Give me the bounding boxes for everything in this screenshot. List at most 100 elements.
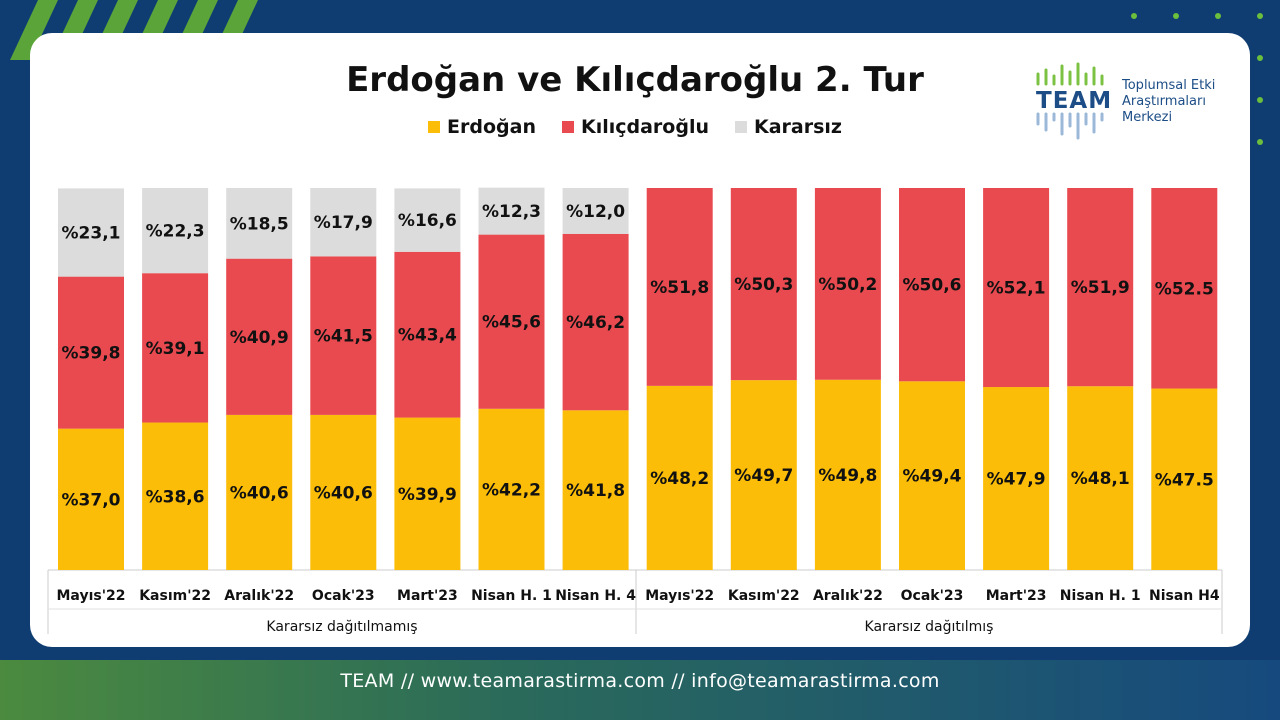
x-tick-label-g2-3: Aralık'22: [813, 588, 883, 604]
x-tick-label-g1-7: Nisan H. 4: [555, 588, 636, 604]
bar-erdogan-g1-4: [310, 414, 377, 570]
chart-title: Erdoğan ve Kılıçdaroğlu 2. Tur: [346, 60, 924, 100]
data-label-kilicdaroglu-g1-5: %43,4: [398, 326, 457, 346]
data-label-erdogan-g2-6: %48,1: [1071, 469, 1130, 489]
data-label-kilicdaroglu-g2-3: %50,2: [818, 275, 877, 295]
background-dots-decoration: [1131, 13, 1263, 145]
data-label-kararsiz-g1-6: %12,3: [482, 202, 541, 222]
legend-label-kararsiz: Kararsız: [753, 116, 842, 138]
group-label-2: Kararsız dağıtılmış: [865, 619, 994, 635]
bar-kilicdaroglu-g1-4: [310, 256, 377, 415]
group-label-1: Kararsız dağıtılmamış: [266, 619, 417, 635]
bar-kilicdaroglu-g1-6: [478, 234, 545, 409]
data-label-erdogan-g1-1: %37,0: [62, 490, 121, 510]
bar-kilicdaroglu-g2-1: [646, 188, 713, 386]
data-label-erdogan-g1-4: %40,6: [314, 483, 373, 503]
bar-erdogan-g2-7: [1151, 388, 1218, 570]
bar-kilicdaroglu-g2-7: [1151, 188, 1218, 389]
bar-kilicdaroglu-g2-2: [730, 188, 797, 381]
bar-erdogan-g1-5: [394, 417, 461, 570]
data-label-erdogan-g2-5: %47,9: [987, 470, 1046, 490]
bar-erdogan-g2-3: [814, 379, 881, 570]
logo-line-1: Toplumsal Etki: [1122, 78, 1216, 93]
legend-label-kilicdaroglu: Kılıçdaroğlu: [580, 116, 709, 138]
data-label-kararsiz-g1-3: %18,5: [230, 214, 289, 234]
bar-erdogan-g2-6: [1067, 386, 1134, 570]
x-tick-label-g2-2: Kasım'22: [728, 588, 800, 604]
bar-kararsiz-g1-2: [142, 188, 209, 274]
team-logo-icon: [1036, 62, 1104, 140]
data-label-kararsiz-g1-1: %23,1: [62, 224, 121, 244]
data-label-kilicdaroglu-g2-5: %52,1: [987, 279, 1046, 299]
bar-erdogan-g1-3: [226, 414, 293, 570]
bar-kilicdaroglu-g2-3: [814, 188, 881, 380]
bar-kararsiz-g1-3: [226, 188, 293, 259]
x-tick-label-g2-1: Mayıs'22: [645, 588, 714, 604]
x-tick-label-g2-5: Mart'23: [986, 588, 1047, 604]
data-label-erdogan-g2-3: %49,8: [818, 466, 877, 486]
data-label-erdogan-g2-7: %47.5: [1155, 470, 1214, 490]
x-tick-label-g1-4: Ocak'23: [312, 588, 375, 604]
x-tick-label-g2-7: Nisan H4: [1149, 588, 1220, 604]
bar-erdogan-g1-2: [142, 422, 209, 570]
data-label-kilicdaroglu-g2-2: %50,3: [734, 275, 793, 295]
data-label-erdogan-g2-2: %49,7: [734, 466, 793, 486]
logo-team-text: TEAM: [1036, 88, 1113, 114]
data-label-kararsiz-g1-7: %12,0: [566, 202, 625, 222]
bar-kilicdaroglu-g1-5: [394, 251, 461, 418]
logo-subtitle: Toplumsal Etki Araştırmaları Merkezi: [1122, 78, 1215, 126]
bar-kilicdaroglu-g1-2: [142, 273, 209, 423]
data-label-kararsiz-g1-2: %22,3: [146, 222, 205, 242]
bar-kilicdaroglu-g2-4: [899, 188, 965, 382]
legend-label-erdogan: Erdoğan: [447, 116, 536, 138]
bar-erdogan-g1-6: [478, 408, 545, 570]
bar-erdogan-g2-5: [983, 387, 1050, 570]
legend-item-kilicdaroglu: Kılıçdaroğlu: [561, 116, 709, 138]
x-tick-label-g1-3: Aralık'22: [224, 588, 294, 604]
legend-swatch-kilicdaroglu: [561, 121, 574, 133]
data-label-erdogan-g1-3: %40,6: [230, 483, 289, 503]
footer-band: [0, 660, 1280, 720]
bar-erdogan-g1-7: [562, 410, 629, 570]
bar-kararsiz-g1-4: [310, 188, 377, 257]
chart-legend: Erdoğan Kılıçdaroğlu Kararsız: [0, 116, 1270, 138]
background-stripes-decoration: [10, 0, 258, 60]
data-label-kilicdaroglu-g2-4: %50,6: [903, 276, 962, 296]
bar-kilicdaroglu-g1-3: [226, 258, 293, 415]
data-label-kilicdaroglu-g1-1: %39,8: [62, 344, 121, 364]
data-label-erdogan-g2-1: %48,2: [650, 469, 709, 489]
data-label-kilicdaroglu-g2-7: %52.5: [1155, 279, 1214, 299]
data-label-kilicdaroglu-g2-1: %51,8: [650, 278, 709, 298]
bar-erdogan-g2-2: [730, 380, 797, 570]
bar-kilicdaroglu-g1-7: [562, 233, 629, 411]
bar-erdogan-g1-1: [58, 428, 124, 570]
legend-item-kararsiz: Kararsız: [734, 116, 842, 138]
data-label-kilicdaroglu-g2-6: %51,9: [1071, 278, 1130, 298]
data-label-kilicdaroglu-g1-4: %41,5: [314, 327, 373, 347]
logo-line-3: Merkezi: [1122, 110, 1173, 125]
bar-kilicdaroglu-g2-5: [983, 188, 1050, 388]
logo-line-2: Araştırmaları: [1122, 94, 1206, 109]
x-tick-label-g1-1: Mayıs'22: [57, 588, 126, 604]
legend-swatch-erdogan: [428, 121, 441, 133]
bar-kilicdaroglu-g1-1: [58, 276, 124, 429]
data-label-erdogan-g1-6: %42,2: [482, 480, 541, 500]
data-label-kararsiz-g1-5: %16,6: [398, 211, 457, 231]
data-label-erdogan-g1-2: %38,6: [146, 487, 205, 507]
bar-erdogan-g2-1: [646, 385, 713, 570]
bar-kararsiz-g1-5: [394, 188, 461, 252]
legend-swatch-kararsiz: [734, 121, 747, 133]
footer-text: TEAM // www.teamarastirma.com // info@te…: [340, 670, 940, 692]
data-label-kilicdaroglu-g1-2: %39,1: [146, 339, 205, 359]
legend-item-erdogan: Erdoğan: [428, 116, 536, 138]
bar-erdogan-g2-4: [899, 381, 965, 570]
bar-kilicdaroglu-g2-6: [1067, 188, 1134, 387]
x-tick-label-g2-4: Ocak'23: [901, 588, 964, 604]
data-label-kilicdaroglu-g1-7: %46,2: [566, 313, 625, 333]
data-label-erdogan-g1-5: %39,9: [398, 485, 457, 505]
x-tick-label-g1-5: Mart'23: [397, 588, 458, 604]
data-label-kilicdaroglu-g1-6: %45,6: [482, 313, 541, 333]
data-label-erdogan-g2-4: %49,4: [903, 467, 962, 487]
bar-kararsiz-g1-1: [58, 188, 124, 277]
